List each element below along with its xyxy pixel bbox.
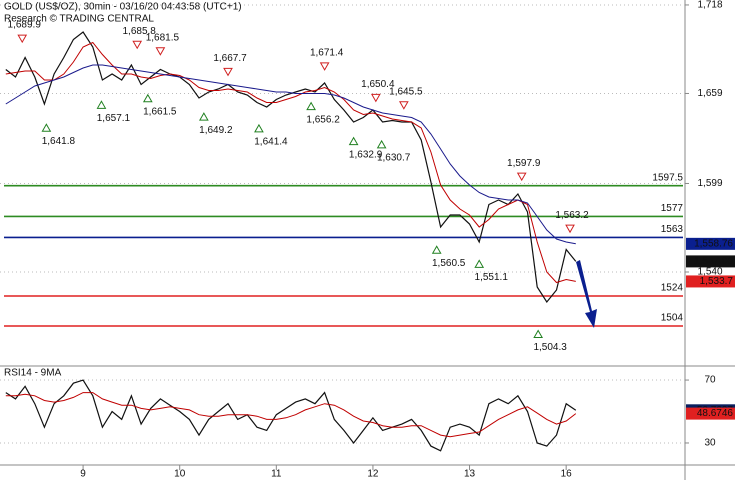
series-line xyxy=(5,392,577,438)
level-label: 1597.5 xyxy=(652,172,683,183)
price-box-label: 1,558.76 xyxy=(694,238,733,249)
rsi-title: RSI14 - 9MA xyxy=(4,368,62,379)
price-box-label: 1,533.7 xyxy=(700,276,734,287)
high-label: 1,667.7 xyxy=(213,53,247,64)
level-label: 1504 xyxy=(661,313,684,324)
low-marker xyxy=(306,101,316,111)
low-label: 1,641.8 xyxy=(42,136,76,147)
low-marker xyxy=(96,100,107,109)
high-label: 1,597.9 xyxy=(507,158,541,169)
x-tick-label: 16 xyxy=(561,469,573,480)
high-marker xyxy=(223,67,233,77)
low-label: 1,504.3 xyxy=(533,342,567,353)
chart-title: GOLD (US$/OZ), 30min - 03/16/20 04:43:58… xyxy=(4,2,242,13)
high-marker xyxy=(17,34,28,44)
low-label: 1,656.2 xyxy=(306,114,340,125)
price-box xyxy=(686,237,735,250)
high-label: 1,681.5 xyxy=(146,32,180,43)
low-marker xyxy=(198,112,209,121)
high-label: 1,563.2 xyxy=(555,210,589,221)
low-marker xyxy=(474,259,485,268)
high-marker xyxy=(370,93,381,103)
low-label: 1,630.7 xyxy=(377,153,411,164)
series-line xyxy=(5,379,577,452)
y-tick-label: 1,659 xyxy=(697,88,722,99)
high-marker xyxy=(155,47,166,56)
price-box xyxy=(686,255,735,268)
low-marker xyxy=(41,123,52,132)
y-tick-label: 1,718 xyxy=(697,0,722,11)
low-label: 1,649.2 xyxy=(199,125,233,136)
level-label: 1524 xyxy=(661,283,684,294)
low-label: 1,632.9 xyxy=(349,149,383,160)
series-line xyxy=(5,31,577,304)
low-label: 1,551.1 xyxy=(475,272,509,283)
high-marker xyxy=(132,40,143,50)
level-label: 1563 xyxy=(661,224,684,235)
level-label: 1577 xyxy=(661,203,684,214)
y-tick-label: 30 xyxy=(704,438,716,449)
projection-arrow xyxy=(576,260,597,328)
x-tick-label: 9 xyxy=(80,469,86,480)
price-box xyxy=(686,407,735,420)
price-box-label: 1,547.06 xyxy=(694,256,733,267)
y-tick-label: 1,540 xyxy=(697,267,722,278)
chart-subtitle: Research © TRADING CENTRAL xyxy=(4,14,154,25)
x-tick-label: 10 xyxy=(174,469,186,480)
low-marker xyxy=(254,123,264,133)
high-label: 1,685.8 xyxy=(123,26,157,37)
low-marker xyxy=(376,139,387,149)
low-marker xyxy=(533,329,544,339)
series-line xyxy=(5,64,576,245)
price-box-label: 48.6746 xyxy=(697,408,734,419)
low-marker xyxy=(431,245,442,254)
low-label: 1,657.1 xyxy=(97,113,131,124)
high-marker xyxy=(319,62,330,71)
low-label: 1,641.4 xyxy=(254,137,288,148)
y-tick-label: 1,599 xyxy=(697,178,722,189)
low-marker xyxy=(348,136,359,146)
x-tick-label: 12 xyxy=(367,469,379,480)
y-tick-label: 70 xyxy=(704,375,716,386)
x-tick-label: 11 xyxy=(271,469,282,480)
low-label: 1,661.5 xyxy=(143,106,177,117)
high-label: 1,645.5 xyxy=(389,86,423,97)
price-box xyxy=(686,275,735,288)
high-label: 1,689.9 xyxy=(8,20,42,31)
high-marker xyxy=(565,224,575,234)
series-line xyxy=(5,41,576,284)
high-marker xyxy=(398,101,409,110)
high-label: 1,650.4 xyxy=(361,79,395,90)
low-marker xyxy=(142,93,153,103)
high-label: 1,671.4 xyxy=(310,48,344,59)
low-label: 1,560.5 xyxy=(432,258,466,269)
high-marker xyxy=(516,172,527,182)
x-tick-label: 13 xyxy=(464,469,476,480)
